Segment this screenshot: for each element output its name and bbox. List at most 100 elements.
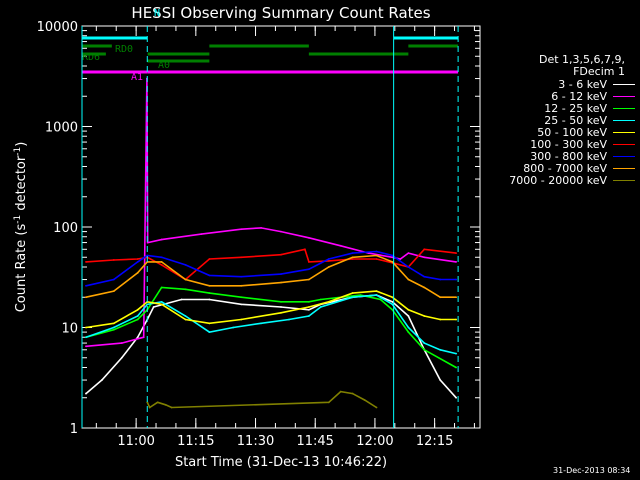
- series-point: [240, 275, 243, 278]
- series-point: [455, 278, 458, 281]
- legend-label: 25 - 50 keV: [544, 113, 607, 127]
- series-point: [136, 315, 139, 317]
- series-point: [170, 406, 173, 409]
- series-point: [136, 260, 139, 263]
- flag-label: A1: [131, 72, 143, 83]
- series-point: [339, 244, 342, 247]
- series-point: [112, 278, 115, 281]
- series-point: [423, 342, 426, 344]
- flag-label: N: [154, 8, 160, 19]
- series-point: [327, 401, 330, 404]
- series-point: [208, 258, 211, 260]
- series-point: [146, 303, 149, 306]
- series-point: [423, 315, 426, 317]
- legend-label: 3 - 6 keV: [558, 77, 607, 91]
- series-point: [85, 260, 87, 263]
- series-point: [280, 253, 282, 256]
- series-point: [351, 256, 354, 259]
- series-point: [280, 300, 282, 303]
- legend: Det 1,3,5,6,7,9, FDecim 1 3 - 6 keV 6 - 12…: [495, 54, 635, 187]
- series-point: [112, 290, 115, 293]
- series-point: [327, 258, 330, 260]
- series-point: [359, 294, 362, 297]
- series-point: [439, 318, 442, 321]
- series-point: [423, 348, 426, 351]
- series-line: [85, 248, 457, 281]
- legend-swatch: [613, 155, 635, 157]
- legend-swatch: [613, 131, 635, 133]
- series-point: [146, 241, 149, 244]
- y-axis-label-tail: ): [14, 142, 29, 147]
- series-point: [208, 298, 211, 301]
- series-point: [184, 318, 187, 321]
- series-point: [160, 300, 163, 303]
- series-point: [136, 318, 139, 321]
- series-point: [407, 278, 410, 281]
- y-axis-label: Count Rate (s-1 detector-1): [13, 142, 29, 313]
- legend-item: 100 - 300 keV: [495, 138, 635, 151]
- series-point: [407, 266, 410, 268]
- series-point: [184, 315, 187, 317]
- series-point: [391, 303, 394, 306]
- series-point: [232, 326, 235, 329]
- series-point: [307, 268, 310, 271]
- series-point: [160, 303, 163, 306]
- series-point: [423, 256, 426, 259]
- series-point: [327, 300, 330, 303]
- series-point: [112, 322, 115, 325]
- series-point: [407, 252, 410, 254]
- series-point: [307, 278, 310, 281]
- plot-frame: [81, 25, 481, 429]
- flags-layer: N RD0 RD6 A0 A1: [82, 8, 459, 83]
- series-point: [375, 250, 378, 253]
- legend-item: 25 - 50 keV: [495, 113, 635, 127]
- series-point: [208, 274, 211, 277]
- x-tick-label: 12:15: [416, 434, 453, 449]
- series-point: [351, 252, 354, 254]
- series-point: [85, 326, 87, 329]
- series-point: [375, 294, 378, 297]
- series-point: [136, 336, 139, 339]
- legend-label: 50 - 100 keV: [537, 125, 607, 139]
- series-point: [136, 258, 139, 260]
- series-point: [136, 271, 139, 274]
- series-point: [240, 256, 243, 259]
- series-point: [439, 296, 442, 299]
- series-point: [148, 406, 151, 409]
- series-point: [280, 306, 282, 308]
- legend-item: 300 - 800 keV: [495, 150, 635, 163]
- series-point: [280, 311, 282, 314]
- series-point: [375, 406, 378, 409]
- series-point: [120, 356, 123, 359]
- series-point: [240, 296, 243, 299]
- series-point: [407, 308, 410, 311]
- legend-header: Det 1,3,5,6,7,9, FDecim 1: [495, 54, 635, 78]
- timestamp: 31-Dec-2013 08:34: [553, 466, 631, 475]
- legend-item: 50 - 100 keV: [495, 125, 635, 139]
- legend-item: 3 - 6 keV: [495, 77, 635, 91]
- series-point: [160, 256, 163, 259]
- flag-label: RD6: [82, 52, 100, 63]
- series-point: [455, 352, 458, 355]
- legend-item: 12 - 25 keV: [495, 102, 635, 115]
- x-tick-label: 11:00: [117, 434, 154, 449]
- series-point: [280, 273, 282, 275]
- axes-layer: 1 10 100 1000 10000 11:00 11:15 11:30 11:45 12:00…: [37, 20, 480, 449]
- series-point: [351, 392, 354, 395]
- series-point: [307, 315, 310, 317]
- series-point: [407, 331, 410, 333]
- y-tick-label: 10000: [37, 20, 78, 35]
- series-point: [160, 260, 163, 263]
- series-point: [439, 348, 442, 351]
- series-point: [455, 252, 458, 254]
- series-point: [319, 298, 322, 301]
- series-point: [339, 390, 342, 393]
- legend-item: 7000 - 20000 keV: [495, 174, 635, 187]
- legend-swatch: [613, 119, 635, 121]
- series-point: [112, 328, 115, 331]
- series-point: [240, 284, 243, 287]
- series-point: [160, 286, 163, 289]
- series-point: [455, 296, 458, 299]
- legend-swatch: [613, 95, 635, 97]
